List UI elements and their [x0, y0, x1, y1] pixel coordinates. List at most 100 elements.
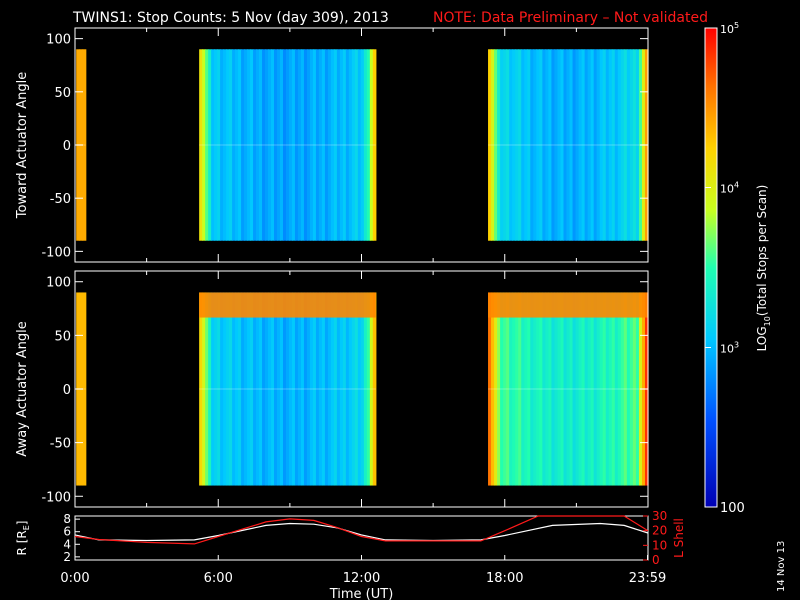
away-band-column — [593, 292, 598, 486]
toward-ylabel: Toward Actuator Angle — [15, 72, 30, 219]
away-band-column — [629, 292, 634, 486]
toward-band-column — [557, 49, 562, 241]
toward-ytick-label: 100 — [46, 33, 71, 48]
toward-band-column — [560, 49, 565, 241]
away-band-column — [288, 292, 293, 486]
away-band-column — [256, 292, 260, 486]
toward-band-column — [345, 49, 350, 241]
away-band-column — [268, 292, 272, 486]
toward-band-column — [617, 49, 622, 241]
away-band-column — [199, 292, 203, 486]
toward-band-column — [291, 49, 296, 241]
toward-band-column — [554, 49, 559, 241]
away-band-column — [545, 292, 549, 486]
away-band-column — [527, 292, 531, 486]
toward-band-column — [620, 49, 625, 241]
toward-band-column — [488, 49, 492, 241]
away-band-column — [324, 292, 329, 486]
toward-band-column — [563, 49, 568, 241]
away-band-column — [232, 292, 236, 486]
away-band-column — [363, 292, 368, 486]
away-band-column — [566, 292, 571, 486]
away-band-column — [596, 292, 601, 486]
toward-ytick-label: -100 — [41, 245, 71, 260]
radius-axis-label: R [RE] — [15, 521, 31, 556]
date-stamp: 14 Nov 13 — [776, 541, 787, 592]
away-band-column — [247, 292, 251, 486]
toward-band-column — [309, 49, 314, 241]
colorbar-gradient — [704, 27, 718, 508]
toward-band-column — [238, 49, 242, 241]
l-shell-ytick-label: 0 — [652, 553, 660, 567]
toward-band-column — [611, 49, 616, 241]
toward-band-column — [354, 49, 359, 241]
away-band-column — [521, 292, 525, 486]
toward-band-column — [256, 49, 260, 241]
away-ytick-label: 0 — [63, 383, 71, 398]
away-ytick-label: 50 — [54, 329, 71, 344]
toward-band-column — [512, 49, 516, 241]
toward-band-column — [303, 49, 308, 241]
away-band-column — [488, 292, 492, 486]
away-band-column — [223, 292, 227, 486]
away-band-column — [235, 292, 239, 486]
orbit-frame — [74, 515, 649, 561]
l-shell-axis-label: L Shell — [672, 518, 686, 558]
toward-band-column — [208, 49, 212, 241]
away-band-column — [554, 292, 559, 486]
colorbar-tick-label: 100 — [720, 501, 745, 516]
away-band-top-strip — [488, 292, 648, 318]
away-data-band — [199, 292, 377, 486]
away-band-column — [551, 292, 556, 486]
toward-band-column — [578, 49, 583, 241]
away-band-column — [536, 292, 540, 486]
time-axis-label: Time (UT) — [329, 587, 394, 600]
toward-band-column — [551, 49, 556, 241]
away-band-column — [327, 292, 332, 486]
away-band-column — [360, 292, 365, 486]
toward-band-column — [253, 49, 257, 241]
toward-band-column — [214, 49, 218, 241]
toward-band-column — [271, 49, 275, 241]
away-band-column — [259, 292, 263, 486]
time-xtick-label: 0:00 — [60, 571, 89, 586]
toward-ytick-label: 50 — [54, 86, 71, 101]
away-band-column — [608, 292, 613, 486]
away-band-column — [632, 292, 637, 486]
toward-band-column — [297, 49, 302, 241]
toward-band-column — [527, 49, 531, 241]
toward-band-column — [629, 49, 634, 241]
away-data-band — [488, 292, 649, 486]
away-band-column — [366, 292, 371, 486]
away-band-column — [300, 292, 305, 486]
away-band-column — [530, 292, 534, 486]
toward-band-column — [584, 49, 589, 241]
away-band-column — [494, 292, 498, 486]
toward-band-column — [587, 49, 592, 241]
away-band-column — [348, 292, 353, 486]
toward-band-column — [265, 49, 269, 241]
toward-band-column — [548, 49, 553, 241]
toward-band-column — [211, 49, 215, 241]
away-band-column — [506, 292, 510, 486]
toward-band-column — [572, 49, 577, 241]
away-band-column — [82, 292, 87, 486]
toward-band-column — [503, 49, 507, 241]
toward-band-column — [494, 49, 498, 241]
radius-ytick-label: 4 — [63, 537, 71, 551]
toward-band-column — [366, 49, 371, 241]
toward-band-column — [199, 49, 203, 241]
away-band-column — [497, 292, 501, 486]
toward-band-column — [283, 49, 287, 241]
toward-band-column — [539, 49, 543, 241]
toward-band-column — [605, 49, 610, 241]
away-band-column — [342, 292, 347, 486]
l-shell-ytick-label: 30 — [652, 509, 667, 523]
away-band-column — [557, 292, 562, 486]
away-band-column — [611, 292, 616, 486]
away-band-column — [491, 292, 495, 486]
away-band-column — [560, 292, 565, 486]
colorbar-tick-label: 104 — [720, 181, 739, 196]
time-xtick-label: 12:00 — [343, 571, 380, 586]
